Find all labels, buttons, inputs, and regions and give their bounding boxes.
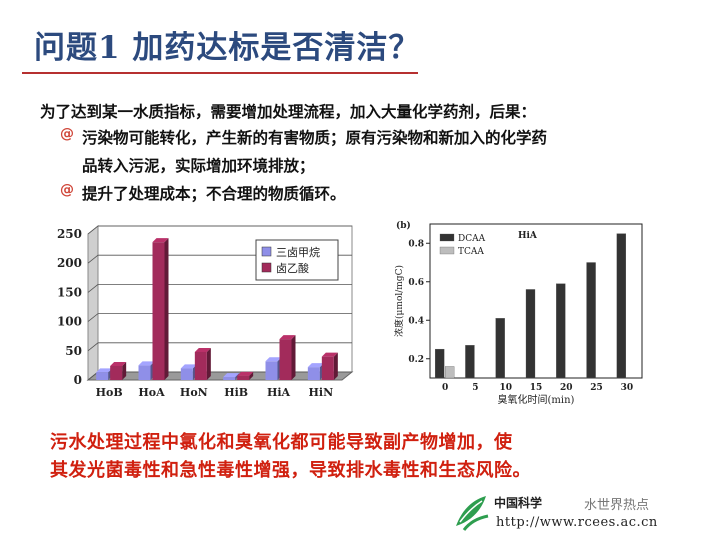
bar-卤乙酸-HoN <box>194 351 207 380</box>
legend-swatch <box>261 262 272 273</box>
x-tick-label: 20 <box>560 383 573 393</box>
intro-text: 为了达到某一水质指标，需要增加处理流程，加入大量化学药剂，后果： <box>40 103 537 121</box>
bar-top-三卤甲烷-HiA <box>265 357 282 362</box>
watermark-text: 水世界热点 <box>584 498 650 513</box>
bar-side-卤乙酸-HiB <box>249 371 254 380</box>
bar-top-卤乙酸-HoB <box>110 361 127 366</box>
x-tick-label: HoA <box>138 386 165 399</box>
legend-box <box>255 239 339 281</box>
bar-DCAA-5 <box>465 345 475 379</box>
x-tick-label: 10 <box>499 383 512 393</box>
cas-leaf-logo <box>456 496 489 531</box>
chart-side-wall <box>87 224 99 382</box>
bullet-swirl-icon: @ <box>60 126 74 142</box>
bullet-2-line-1: 提升了处理成本；不合理的物质循环。 <box>82 185 346 203</box>
bar-DCAA-30 <box>616 233 627 379</box>
bar-top-卤乙酸-HoA <box>152 238 169 243</box>
y-tick-label: 0.4 <box>408 316 424 326</box>
bar-side-卤乙酸-HiN <box>333 352 338 380</box>
bar-top-卤乙酸-HiB <box>237 371 254 376</box>
x-tick-label: HiB <box>224 386 248 399</box>
bar-side-卤乙酸-HoN <box>206 347 211 380</box>
bar-卤乙酸-HiB <box>237 375 250 380</box>
title-divider <box>22 72 418 74</box>
y-tick-label: 150 <box>57 285 82 299</box>
bar-卤乙酸-HoB <box>110 365 123 380</box>
footer-url: http://www.rcees.ac.cn <box>496 515 658 530</box>
bar-top-卤乙酸-HoN <box>194 347 211 352</box>
legend-label: DCAA <box>458 234 486 244</box>
bar-side-卤乙酸-HoB <box>122 361 127 380</box>
footer-org: 中国科学 <box>494 496 543 510</box>
bar-top-卤乙酸-HiA <box>279 335 296 340</box>
y-tick-label: 0.6 <box>408 278 424 288</box>
bar-卤乙酸-HiA <box>279 339 292 380</box>
bullet-1-line-1: 污染物可能转化，产生新的有害物质；原有污染物和新加入的化学药 <box>82 129 548 147</box>
bar-卤乙酸-HoA <box>152 242 165 380</box>
bar-top-三卤甲烷-HiN <box>307 363 324 368</box>
bar-side-卤乙酸-HoA <box>164 238 169 380</box>
x-tick-label: HoN <box>180 386 208 399</box>
y-tick-label: 0 <box>74 373 82 387</box>
gridline <box>87 284 352 293</box>
bar-卤乙酸-HiN <box>321 356 334 380</box>
legend-swatch <box>439 233 455 242</box>
bar-三卤甲烷-HoB <box>96 372 109 380</box>
legend-swatch <box>261 246 272 257</box>
bar-top-三卤甲烷-HoN <box>180 364 197 369</box>
bar-DCAA-20 <box>556 283 566 379</box>
x-tick-label: 5 <box>472 383 478 393</box>
page-title: 问题1 加药达标是否清洁？ <box>34 30 421 66</box>
x-tick-label: HoB <box>96 386 123 399</box>
bar-top-卤乙酸-HiN <box>321 352 338 357</box>
gridline <box>87 225 352 235</box>
bar-三卤甲烷-HiB <box>223 377 236 380</box>
conclusion-line-2: 其发光菌毒性和急性毒性增强，导致排水毒性和生态风险。 <box>50 460 531 481</box>
legend-label: 三卤甲烷 <box>276 245 320 259</box>
panel-label: (b) <box>396 220 411 231</box>
x-tick-label: 30 <box>621 383 634 393</box>
legend-label: TCAA <box>458 247 484 257</box>
x-tick-label: 0 <box>442 383 448 393</box>
bar-DCAA-10 <box>495 318 505 379</box>
bullet-1-line-2: 品转入污泥，实际增加环境排放； <box>82 157 315 175</box>
x-tick-label: 15 <box>530 383 543 393</box>
bar-DCAA-0 <box>434 348 445 379</box>
y-tick-label: 250 <box>57 227 82 241</box>
bar-top-三卤甲烷-HoB <box>96 368 113 373</box>
bar-DCAA-25 <box>586 262 596 379</box>
bar-三卤甲烷-HoN <box>180 368 193 380</box>
bar-TCAA-0 <box>444 366 455 379</box>
legend-label: 卤乙酸 <box>276 261 309 275</box>
bar-side-卤乙酸-HiA <box>291 335 296 380</box>
bar-top-三卤甲烷-HoA <box>138 361 155 366</box>
y-tick-label: 50 <box>65 344 82 358</box>
bar-DCAA-15 <box>525 289 536 379</box>
gridline <box>87 342 352 352</box>
bar-top-三卤甲烷-HiB <box>223 373 240 378</box>
y-tick-label: 0.2 <box>408 355 424 365</box>
y-tick-label: 200 <box>57 256 82 270</box>
x-tick-label: 25 <box>590 383 603 393</box>
bar-三卤甲烷-HoA <box>138 365 151 380</box>
x-tick-label: HiN <box>309 386 334 399</box>
x-tick-label: HiA <box>267 386 291 399</box>
chart-annotation: HiA <box>518 231 538 241</box>
conclusion-line-1: 污水处理过程中氯化和臭氧化都可能导致副产物增加，使 <box>50 432 513 453</box>
ozonation-bar-chart: (b) HiA 0.2 0.4 0.6 0.8 0 5 10 15 20 25 30 臭氧化时间(min)… <box>393 220 643 406</box>
x-axis-label: 臭氧化时间(min) <box>498 393 575 406</box>
bar-三卤甲烷-HiA <box>265 361 278 380</box>
bar-三卤甲烷-HiN <box>307 367 320 380</box>
gridline <box>87 313 352 322</box>
y-axis-label: 浓度(μmol/mgC) <box>393 265 405 337</box>
bullet-swirl-icon: @ <box>60 182 74 198</box>
y-tick-label: 0.8 <box>408 239 424 249</box>
y-tick-label: 100 <box>57 315 82 329</box>
legend-swatch <box>439 246 455 255</box>
